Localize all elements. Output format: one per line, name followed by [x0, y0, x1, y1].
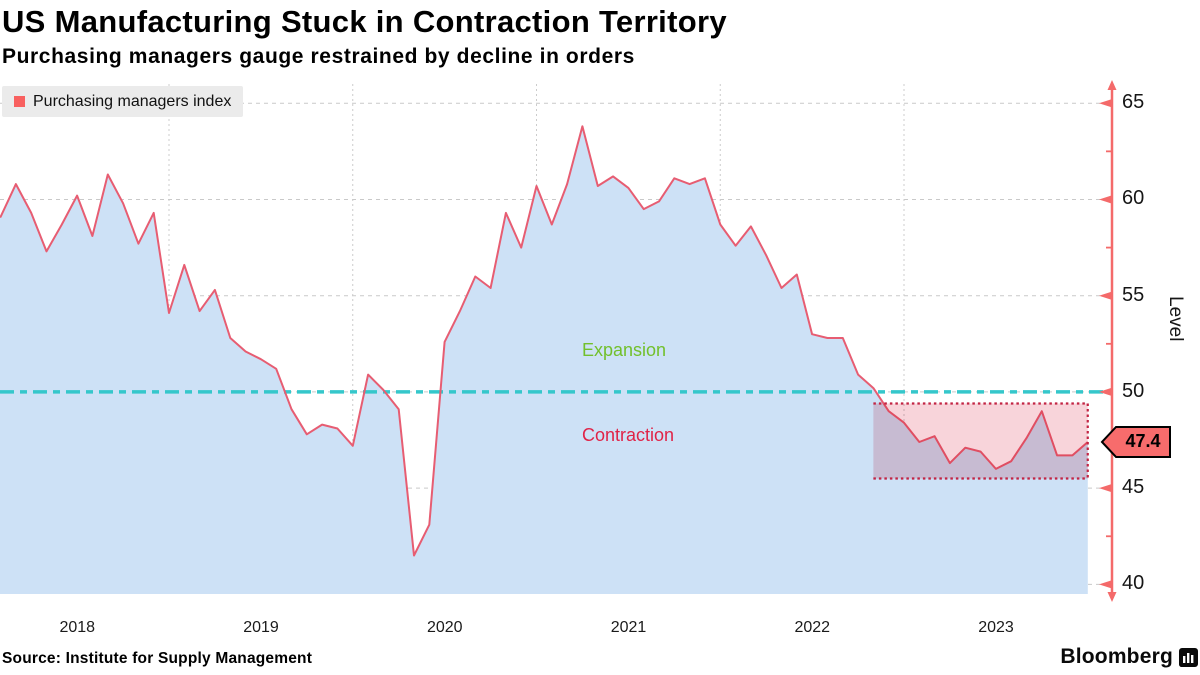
last-value-badge [1100, 425, 1171, 458]
y-axis-tick-label: 40 [1122, 572, 1145, 595]
source-note: Source: Institute for Supply Management [2, 650, 313, 667]
chart-subtitle: Purchasing managers gauge restrained by … [2, 45, 635, 68]
pmi-area-fill [0, 126, 1088, 594]
x-axis-year-label: 2020 [426, 619, 463, 636]
bloomberg-wordmark: Bloomberg [1060, 645, 1173, 668]
legend-swatch-icon [14, 96, 25, 107]
major-tick-arrow-icon [1099, 579, 1113, 589]
expansion-label: Expansion [582, 340, 667, 360]
major-tick-arrow-icon [1099, 483, 1113, 493]
legend: Purchasing managers index [2, 86, 244, 117]
y-axis-title: Level [1165, 296, 1186, 342]
axis-arrow-up-icon [1107, 80, 1117, 90]
y-axis-tick-label: 65 [1122, 91, 1145, 114]
x-axis-year-label: 2021 [610, 619, 647, 636]
major-tick-arrow-icon [1099, 291, 1113, 301]
y-axis-tick-label: 55 [1122, 283, 1145, 306]
major-tick-arrow-icon [1099, 387, 1113, 397]
last-value-badge-label: 47.4 [1125, 430, 1161, 451]
legend-label: Purchasing managers index [33, 92, 232, 110]
y-axis-tick-label: 60 [1122, 187, 1145, 210]
highlight-band [873, 403, 1088, 479]
major-tick-arrow-icon [1099, 98, 1113, 108]
x-axis-year-label: 2023 [978, 619, 1014, 636]
y-axis-tick-label: 45 [1122, 476, 1145, 499]
bloomberg-terminal-icon [1179, 647, 1198, 667]
chart-title: US Manufacturing Stuck in Contraction Te… [2, 4, 727, 39]
x-axis-year-label: 2018 [59, 619, 96, 636]
bloomberg-logo: Bloomberg [1060, 645, 1198, 669]
axis-arrow-down-icon [1107, 592, 1117, 602]
contraction-label: Contraction [582, 425, 675, 445]
y-axis-tick-label: 50 [1122, 379, 1145, 402]
major-tick-arrow-icon [1099, 194, 1113, 204]
x-axis-year-label: 2019 [243, 619, 279, 636]
x-axis-year-label: 2022 [794, 619, 831, 636]
